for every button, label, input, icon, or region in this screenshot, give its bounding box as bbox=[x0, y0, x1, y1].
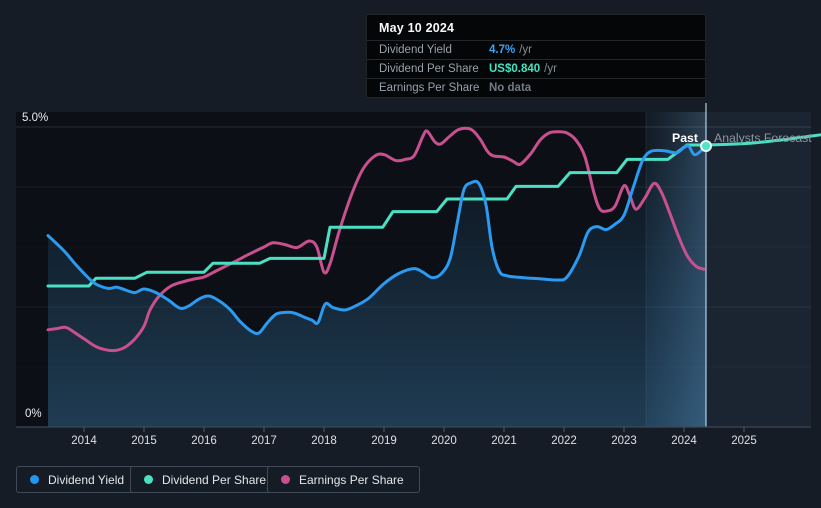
year-label: 2023 bbox=[611, 435, 637, 447]
tooltip-row-earnings-per-share: Earnings Per Share No data bbox=[367, 78, 705, 97]
tooltip-row-dividend-per-share: Dividend Per Share US$0.840 /yr bbox=[367, 59, 705, 78]
tooltip-label: Earnings Per Share bbox=[379, 82, 480, 94]
tooltip-row-dividend-yield: Dividend Yield 4.7% /yr bbox=[367, 40, 705, 59]
tooltip-label: Dividend Yield bbox=[379, 44, 452, 56]
dividend-yield-dot-icon bbox=[30, 475, 39, 484]
analysts-forecast-label: Analysts Forecast bbox=[714, 131, 812, 145]
tooltip-value: 4.7% bbox=[489, 44, 516, 56]
year-label: 2024 bbox=[671, 435, 697, 447]
earnings-per-share-dot-icon bbox=[281, 475, 290, 484]
year-label: 2017 bbox=[251, 435, 277, 447]
legend-item-earnings-per-share[interactable]: Earnings Per Share bbox=[267, 466, 420, 493]
legend-item-dividend-per-share[interactable]: Dividend Per Share bbox=[130, 466, 283, 493]
year-label: 2022 bbox=[551, 435, 577, 447]
year-label: 2021 bbox=[491, 435, 517, 447]
crosshair-tooltip: May 10 2024 Dividend Yield 4.7% /yr Divi… bbox=[366, 14, 706, 98]
y-axis-bottom-label: 0% bbox=[25, 408, 42, 420]
year-label: 2015 bbox=[131, 435, 157, 447]
y-axis-top-label: 5.0% bbox=[22, 112, 48, 124]
x-axis-ticks bbox=[83, 427, 745, 432]
tooltip-label: Dividend Per Share bbox=[379, 63, 479, 75]
x-axis-year-labels: 2014 2015 2016 2017 2018 2019 2020 2021 2022 2023… bbox=[71, 435, 757, 447]
forecast-region bbox=[706, 112, 811, 427]
year-label: 2018 bbox=[311, 435, 337, 447]
tooltip-unit: /yr bbox=[519, 44, 532, 56]
year-label: 2016 bbox=[191, 435, 217, 447]
tooltip-unit: /yr bbox=[544, 63, 557, 75]
legend-label: Dividend Yield bbox=[48, 472, 125, 487]
legend-item-dividend-yield[interactable]: Dividend Yield bbox=[16, 466, 141, 493]
earnings-per-share-line[interactable] bbox=[46, 126, 706, 353]
dividend-per-share-dot-icon bbox=[144, 475, 153, 484]
year-label: 2019 bbox=[371, 435, 397, 447]
legend-label: Earnings Per Share bbox=[299, 472, 404, 487]
dividend-yield-area bbox=[48, 145, 707, 427]
year-label: 2014 bbox=[71, 435, 97, 447]
dividend-per-share-forecast-line[interactable] bbox=[704, 133, 821, 147]
past-label: Past bbox=[672, 131, 698, 145]
year-label: 2025 bbox=[731, 435, 757, 447]
tooltip-value: No data bbox=[489, 82, 532, 94]
tooltip-value: US$0.840 bbox=[489, 63, 541, 75]
dividend-per-share-line[interactable] bbox=[46, 143, 708, 288]
legend-label: Dividend Per Share bbox=[162, 472, 267, 487]
dividend-yield-line[interactable] bbox=[46, 143, 708, 336]
year-label: 2020 bbox=[431, 435, 457, 447]
tooltip-date: May 10 2024 bbox=[379, 21, 455, 35]
current-value-marker[interactable] bbox=[700, 140, 712, 152]
